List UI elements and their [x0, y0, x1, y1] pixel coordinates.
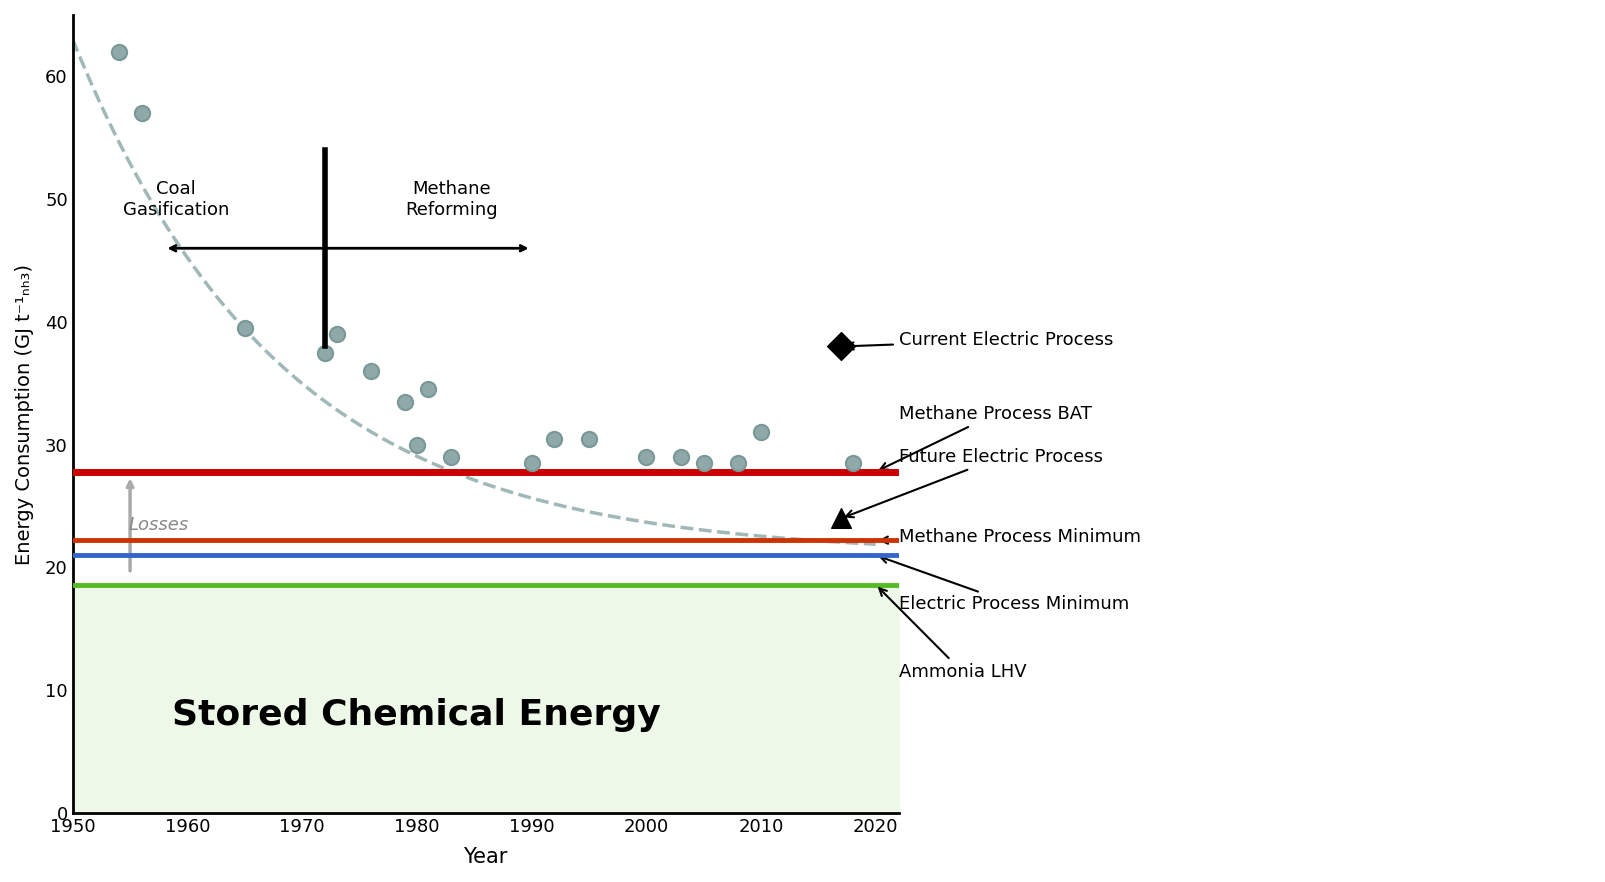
Text: Methane Process BAT: Methane Process BAT — [880, 405, 1091, 469]
Point — [518, 456, 544, 470]
Point — [324, 327, 350, 341]
Point — [313, 346, 339, 360]
Point — [748, 425, 774, 439]
Text: Future Electric Process: Future Electric Process — [846, 448, 1103, 518]
Point — [690, 456, 716, 470]
Y-axis label: Energy Consumption (GJ t⁻¹ₙₕ₃): Energy Consumption (GJ t⁻¹ₙₕ₃) — [14, 264, 34, 564]
Text: Losses: Losses — [128, 515, 189, 534]
Point — [416, 383, 441, 397]
Text: Methane
Reforming: Methane Reforming — [404, 180, 498, 219]
Text: Current Electric Process: Current Electric Process — [846, 332, 1112, 349]
Point — [541, 431, 567, 445]
Point — [233, 321, 258, 335]
Text: Methane Process Minimum: Methane Process Minimum — [881, 527, 1141, 546]
Point — [358, 364, 384, 378]
Text: Electric Process Minimum: Electric Process Minimum — [881, 556, 1128, 613]
Point — [725, 456, 751, 470]
Point — [438, 450, 464, 464]
Point — [839, 456, 865, 470]
Point — [668, 450, 693, 464]
Point — [828, 340, 854, 354]
Point — [128, 106, 154, 120]
Point — [106, 45, 132, 59]
Text: Stored Chemical Energy: Stored Chemical Energy — [172, 698, 661, 732]
Text: Ammonia LHV: Ammonia LHV — [880, 588, 1026, 681]
Point — [576, 431, 602, 445]
Point — [404, 437, 430, 452]
Point — [393, 394, 419, 408]
X-axis label: Year: Year — [464, 847, 507, 867]
Point — [634, 450, 660, 464]
Text: Coal
Gasification: Coal Gasification — [122, 180, 230, 219]
Point — [828, 512, 854, 526]
